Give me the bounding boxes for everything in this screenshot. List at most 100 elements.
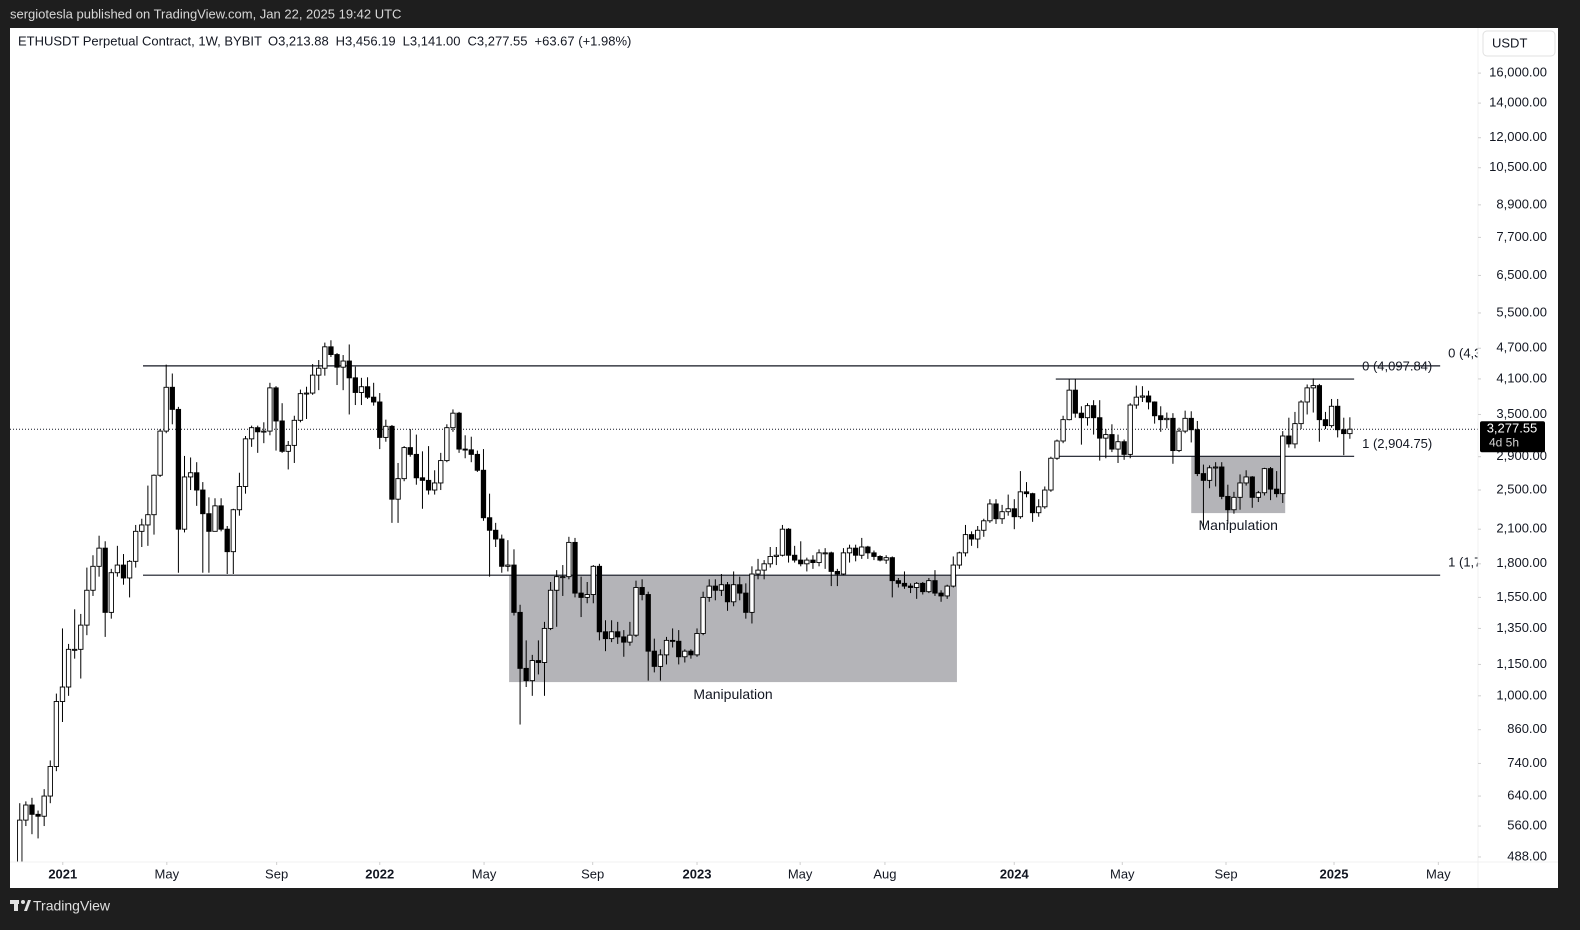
candle-body [511,564,517,613]
candle-body [401,447,407,480]
candle-body [828,552,834,572]
candle-body [261,430,267,433]
candle-body [889,557,895,582]
y-tick-label: 5,500.00 [1496,304,1547,319]
candle-body [560,576,566,579]
ohlc-label: +63.67 (+1.98%) [535,33,632,48]
candle-body [737,584,743,594]
candle-body [883,557,889,561]
y-tick-label: 8,900.00 [1496,196,1547,211]
y-tick-label: 12,000.00 [1489,129,1547,144]
candle-body [407,447,413,455]
candle-body [389,425,395,500]
candle-body [194,472,200,491]
candle-body [169,386,175,410]
candle-body [78,624,84,650]
candle-body [669,639,676,642]
candle-body [303,392,310,395]
candle-body [1066,389,1072,421]
candle-body [273,387,279,422]
x-tick-label: 2025 [1320,866,1349,881]
x-tick-label: Aug [873,866,896,881]
candle-body [633,587,639,636]
candle-body [126,560,133,579]
plot: Manipulation Manipulation [10,340,1478,862]
candle-body [395,478,401,500]
candle-body [218,505,224,530]
y-tick-label: 1,000.00 [1496,687,1547,702]
candle-body [1054,440,1060,459]
candle-body [212,505,218,532]
candle-body [29,804,35,815]
footer-logo [10,900,31,911]
candle-body [682,650,688,658]
candle-body [554,576,560,591]
x-tick-label: 2024 [1000,866,1030,881]
candle-body [419,477,426,481]
candle-body [1212,466,1219,469]
candle-body [627,634,633,643]
candle-body [877,555,883,561]
candle-body [547,589,554,629]
candle-body [804,559,810,565]
candle-body [785,528,792,556]
candle-body [639,587,645,595]
candle-body [975,529,981,540]
candle-body [1017,491,1024,518]
candle-body [181,476,188,530]
candle-body [120,564,127,579]
y-tick-label: 1,350.00 [1496,620,1547,635]
y-tick-label: 14,000.00 [1489,95,1547,110]
candle-body [1347,428,1353,435]
x-tick-label: May [155,866,180,881]
candle-body [96,547,102,567]
candle-body [456,412,462,450]
candle-body [572,541,578,594]
candle-body [755,569,761,575]
candle-body [535,660,542,663]
candle-body [663,639,670,656]
candle-body [1139,395,1146,398]
candle-body [865,546,871,554]
candle-body [486,517,493,531]
y-tick-label: 16,000.00 [1489,65,1547,80]
candle-body [1267,468,1274,490]
candle-body [962,534,969,554]
candle-body [700,596,706,634]
chart-area [10,28,1558,888]
currency[interactable]: USDT [1492,35,1527,50]
candle-body [779,528,786,556]
candle-body [248,427,255,440]
candle-body [1048,457,1054,491]
candle-body [425,479,432,491]
candle-body [432,482,438,491]
candle-body [322,346,328,369]
candle-body [1023,491,1030,495]
candle-body [377,401,383,438]
currency-button[interactable] [1482,30,1556,57]
candle-body [352,377,358,393]
candle-body [523,667,529,682]
candle-body [1328,405,1335,427]
candle-body [47,766,53,797]
candle-body [133,530,139,562]
candle-body [41,795,47,817]
candle-body [791,554,798,561]
candle-body [468,449,474,455]
candle-body [297,393,304,421]
candle-body [1029,493,1036,514]
candle-body [1200,473,1207,481]
candle-body [175,408,182,530]
candle-body [541,627,548,663]
candle-body [291,419,297,446]
candle-body [1158,415,1164,421]
y-tick-label: 4,100.00 [1496,370,1547,385]
candle-body [956,552,963,566]
candle-body [145,514,151,526]
x-tick-label: Sep [1214,866,1237,881]
y-tick-label: 640.00 [1507,787,1547,802]
candle-body [364,386,371,398]
candle-body [914,582,920,588]
x-tick-label: May [472,866,497,881]
candle-body [157,430,163,476]
